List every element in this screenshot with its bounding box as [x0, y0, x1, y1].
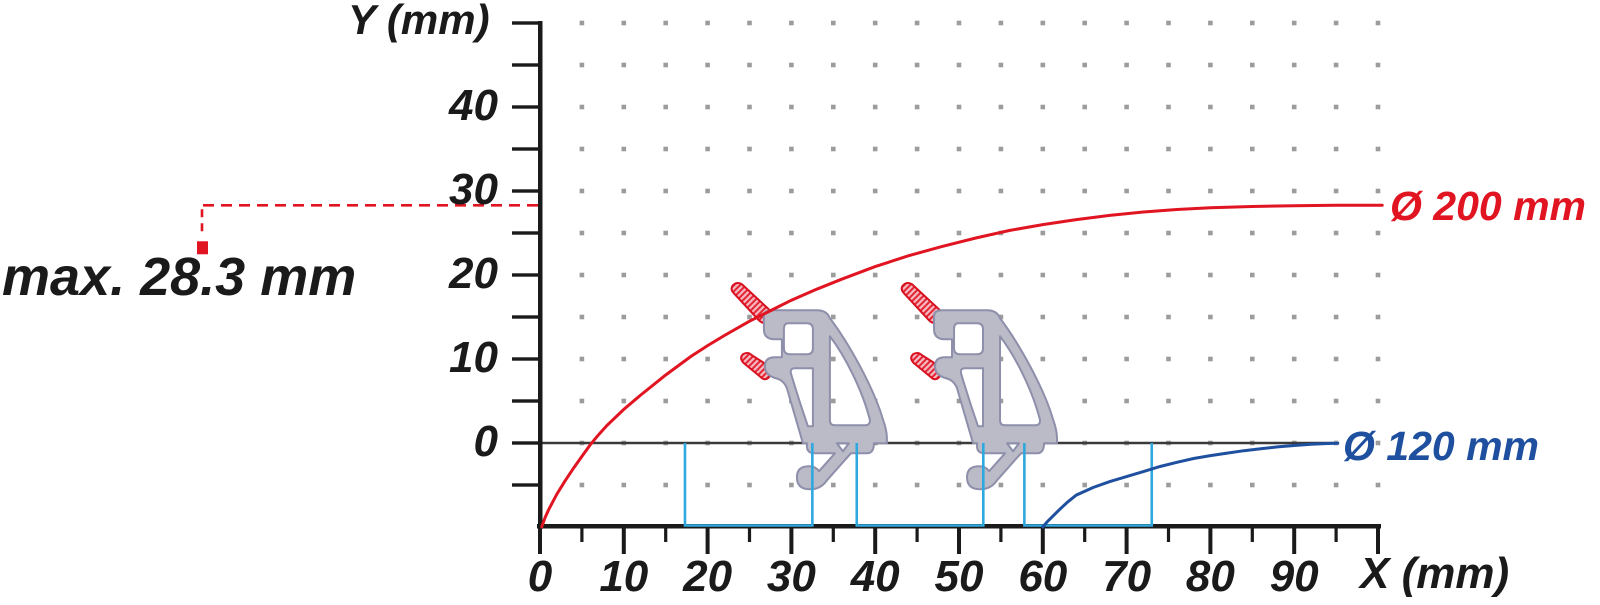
clamp-zone	[855, 443, 985, 527]
series-label-120mm: Ø 120 mm	[1343, 423, 1539, 469]
dot-grid	[579, 20, 1381, 488]
x-axis-title: X (mm)	[1360, 549, 1510, 598]
clamp-zones	[683, 443, 1154, 527]
profile-outline	[933, 309, 1059, 491]
y-tick-label: 20	[449, 249, 498, 298]
profile-outline	[762, 309, 888, 491]
y-tick-label: 30	[449, 165, 498, 214]
capacity-curve-200mm	[540, 203, 1384, 529]
y-axis-title: Y (mm)	[348, 0, 490, 43]
x-tick-label: 0	[527, 552, 553, 601]
x-tick-label: 50	[934, 552, 984, 601]
series-label-200mm: Ø 200 mm	[1390, 183, 1586, 229]
clamp-zone	[1023, 443, 1154, 527]
max-annotation-leader	[197, 203, 538, 255]
y-tick-label: 10	[449, 333, 498, 382]
x-tick-label: 60	[1018, 552, 1068, 601]
x-tick-label: 70	[1102, 552, 1152, 601]
max-cut-annotation: max. 28.3 mm	[2, 247, 357, 307]
max-annotation-marker	[197, 241, 208, 255]
x-tick-label: 20	[683, 552, 733, 601]
y-tick-label: 0	[473, 417, 498, 466]
x-tick-label: 80	[1185, 552, 1235, 601]
profile-cross-section	[730, 282, 888, 491]
y-tick-label: 40	[449, 81, 498, 130]
x-tick-label: 30	[766, 552, 816, 601]
capacity-curve-120mm	[1041, 441, 1340, 529]
x-tick-label: 40	[850, 552, 900, 601]
x-tick-label: 10	[599, 552, 649, 601]
x-tick-label: 90	[1269, 552, 1319, 601]
clamp-zone	[683, 443, 814, 527]
profile-cross-section	[900, 282, 1059, 491]
axes	[512, 21, 1381, 554]
